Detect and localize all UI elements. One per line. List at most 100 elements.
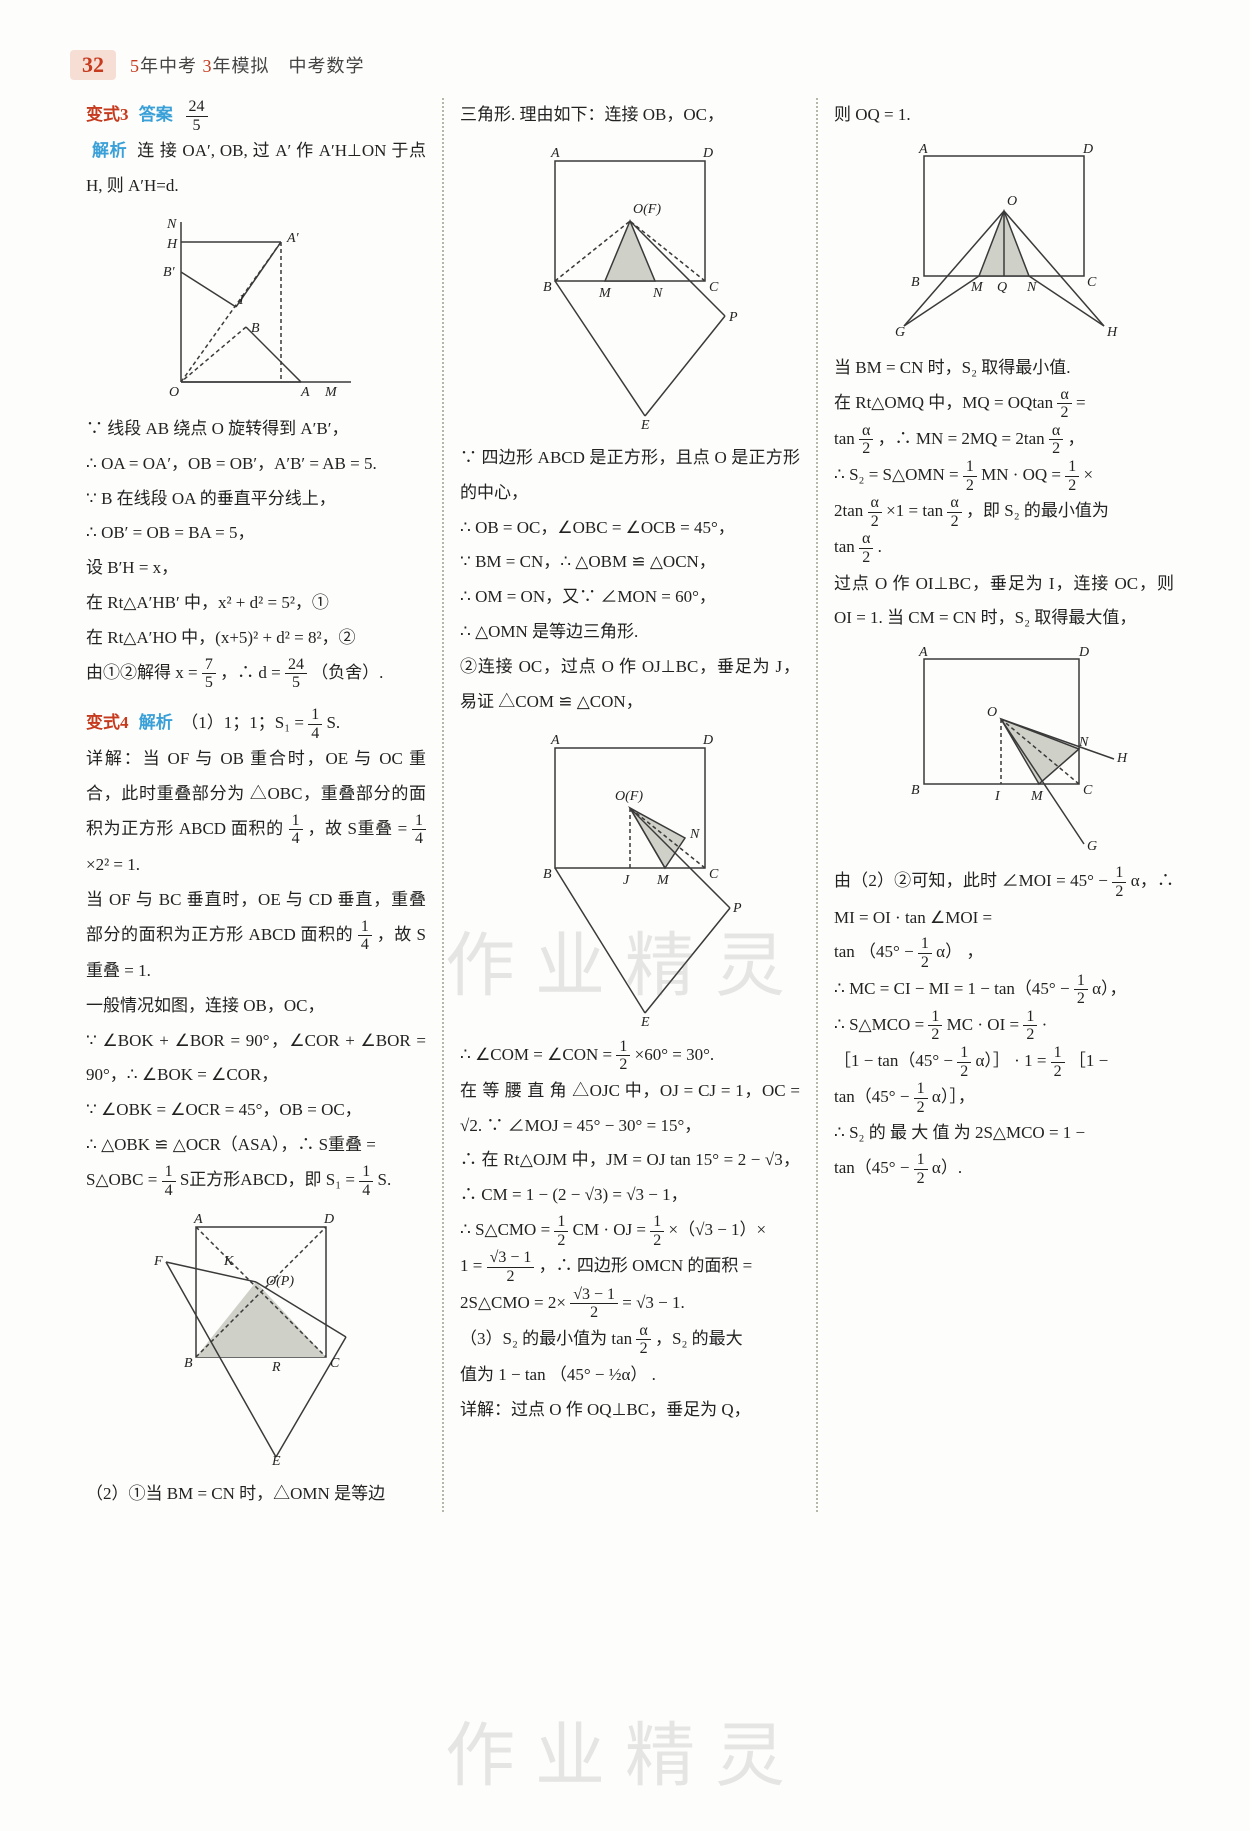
c2-line: ∵ BM = CN，∴ △OBM ≌ △OCN， (460, 545, 800, 580)
v4-ans-prefix: （1）1；1；S₁ = (181, 713, 308, 732)
svg-text:C: C (1087, 275, 1097, 290)
c3-s2l2f2: α2 (947, 494, 961, 530)
svg-text:B: B (184, 1356, 193, 1371)
c1-line: ∴ OB′ = OB = BA = 5， (86, 516, 426, 551)
c2-s1f2: 12 (650, 1213, 664, 1249)
c3-final-tan: tan（45° − 12 α）. (834, 1151, 1174, 1187)
c2-part3a: （3）S₂ 的最小值为 tan α2 ，S₂ 的最大 (460, 1322, 800, 1358)
c3-b2f: 12 (914, 1080, 928, 1116)
c3-s2b: MN · OQ = (981, 465, 1065, 484)
c2-com-pre: ∴ ∠COM = ∠CON = (460, 1045, 616, 1064)
jiexi-text-1: 连 接 OA′, OB, 过 A′ 作 A′H⊥ON 于点 H, 则 A′H=d… (86, 141, 426, 195)
c1-ge-f2: 14 (359, 1163, 373, 1199)
svg-text:I: I (994, 789, 1001, 804)
c2-p3b: ，S₂ 的最大 (655, 1329, 743, 1348)
figure-col3-2: AD ONH BIMC G (879, 644, 1129, 854)
c2-com-suf: ×60° = 30°. (635, 1045, 715, 1064)
c3-s2mb: . (878, 537, 882, 556)
header-part-2: 3 (203, 56, 213, 76)
c3-moi-f: 12 (1112, 864, 1126, 900)
svg-text:D: D (702, 733, 713, 748)
c3-bc: ［1 − (1069, 1051, 1108, 1070)
svg-text:B: B (911, 783, 920, 798)
c1-detail1: 详解：当 OF 与 OB 重合时，OE 与 OC 重合，此时重叠部分为 △OBC… (86, 742, 426, 883)
svg-text:H: H (1116, 751, 1128, 766)
c3-mtf: 12 (918, 935, 932, 971)
c2-s2f: √3 − 12 (487, 1249, 535, 1285)
c3-mc: ∴ MC = CI − MI = 1 − tan（45° − 12 α）， (834, 972, 1174, 1008)
c2-s1c: ×（√3 − 1）× (669, 1220, 767, 1239)
svg-text:K: K (223, 1254, 234, 1269)
svg-text:A′: A′ (286, 231, 300, 246)
c2-line: ∴ △OMN 是等边三角形. (460, 615, 800, 650)
svg-text:A: A (918, 645, 928, 660)
c1-d-frac: 245 (285, 656, 307, 692)
c3-t1f2: α2 (1049, 422, 1063, 458)
c1-solve-mid: ，∴ d = (220, 663, 285, 682)
c3-ftb: α）. (932, 1158, 962, 1177)
svg-text:M: M (970, 280, 984, 295)
svg-text:M: M (324, 385, 338, 400)
c3-bf: 12 (957, 1044, 971, 1080)
c3-b2b: α）］， (932, 1087, 975, 1106)
svg-text:M: M (656, 873, 670, 888)
c2-scmo3: 2S△CMO = 2× √3 − 12 = √3 − 1. (460, 1286, 800, 1322)
c2-s1f: 12 (554, 1213, 568, 1249)
page-number: 32 (70, 50, 116, 80)
page-header: 32 5年中考 3年模拟 中考数学 (70, 50, 1190, 80)
c2-p3f: α2 (636, 1322, 650, 1358)
figure-col2-1: AD O(F) BMNC PE (515, 141, 745, 431)
c3-mca: ∴ MC = CI − MI = 1 − tan（45° − (834, 979, 1074, 998)
svg-text:M: M (598, 286, 612, 301)
c3-s2l2a: 2tan (834, 501, 868, 520)
c3-mtd: ， (966, 942, 983, 961)
c3-r1b: = (1076, 393, 1086, 412)
c1-detail2: 当 OF 与 BC 垂直时，OE 与 CD 垂直，重叠部分的面积为正方形 ABC… (86, 883, 426, 989)
c3-r1a: 在 Rt△OMQ 中，MQ = OQtan (834, 393, 1057, 412)
c3-smb: MC · OI = (947, 1015, 1024, 1034)
c3-s2line2: 2tan α2 ×1 = tan α2 ，即 S₂ 的最小值为 (834, 494, 1174, 530)
c3-smc: · (1042, 1015, 1048, 1034)
c1-general-line: ∵ ∠OBK = ∠OCR = 45°，OB = OC， (86, 1093, 426, 1128)
svg-text:E: E (640, 1015, 650, 1028)
c2-cont: 三角形. 理由如下：连接 OB，OC， (460, 98, 800, 133)
c1-d1-end: ×2² = 1. (86, 855, 140, 874)
svg-text:D: D (702, 146, 713, 161)
c3-ba: ［1 − tan（45° − (834, 1051, 957, 1070)
c2-p3a: （3）S₂ 的最小值为 tan (460, 1329, 636, 1348)
svg-text:B: B (543, 867, 552, 882)
svg-text:D: D (1078, 645, 1089, 660)
c2-s3b: = √3 − 1. (622, 1293, 685, 1312)
svg-text:O: O (987, 705, 997, 720)
header-part-0: 5 (130, 56, 140, 76)
columns: 变式3 答案 245 解析 连 接 OA′, OB, 过 A′ 作 A′H⊥ON… (70, 98, 1190, 1512)
c3-rtomq: 在 Rt△OMQ 中，MQ = OQtan α2 = (834, 386, 1174, 422)
header-part-3: 年模拟 中考数学 (213, 56, 365, 76)
c1-general-intro: 一般情况如图，连接 OB，OC， (86, 989, 426, 1024)
c3-b2a: tan（45° − (834, 1087, 914, 1106)
v4-label: 变式4 (86, 713, 129, 732)
c2-com: ∴ ∠COM = ∠CON = 12 ×60° = 30°. (460, 1038, 800, 1074)
c2-line: ②连接 OC，过点 O 作 OJ⊥BC，垂足为 J，易证 △COM ≌ △CON… (460, 650, 800, 720)
c3-mta: tan (834, 942, 855, 961)
answer-value: 245 (186, 98, 208, 134)
v3-label: 变式3 (86, 105, 129, 124)
c2-detail: 详解：过点 O 作 OQ⊥BC，垂足为 Q， (460, 1393, 800, 1428)
svg-text:H: H (166, 237, 178, 252)
c1-line: 在 Rt△A′HO 中，(x+5)² + d² = 8²，② (86, 621, 426, 656)
c3-mtb: （45° − (859, 942, 918, 961)
c3-s2l2f: α2 (868, 494, 882, 530)
c1-d2-frac: 14 (358, 918, 372, 954)
c2-s2a: 1 = (460, 1256, 487, 1275)
c3-s2a: ∴ S₂ = S△OMN = (834, 465, 963, 484)
jiexi-label: 解析 (92, 141, 127, 160)
c1-solve-prefix: 由①②解得 x = (86, 663, 202, 682)
c2-line: ∵ 四边形 ABCD 是正方形，且点 O 是正方形的中心， (460, 441, 800, 511)
watermark-2: 作业精灵 (445, 1700, 805, 1801)
c1-general-line: ∴ △OBK ≌ △OCR（ASA），∴ S重叠 = (86, 1128, 426, 1163)
c2-p3ba: 值为 1 − tan (460, 1365, 546, 1384)
c1-line: 设 B′H = x， (86, 551, 426, 586)
answer-label: 答案 (139, 105, 173, 124)
c3-bracket: ［1 − tan（45° − 12 α）］ · 1 = 12 ［1 − (834, 1044, 1174, 1080)
page: 作业精灵 作业精灵 32 5年中考 3年模拟 中考数学 变式3 答案 245 解… (0, 0, 1250, 1552)
